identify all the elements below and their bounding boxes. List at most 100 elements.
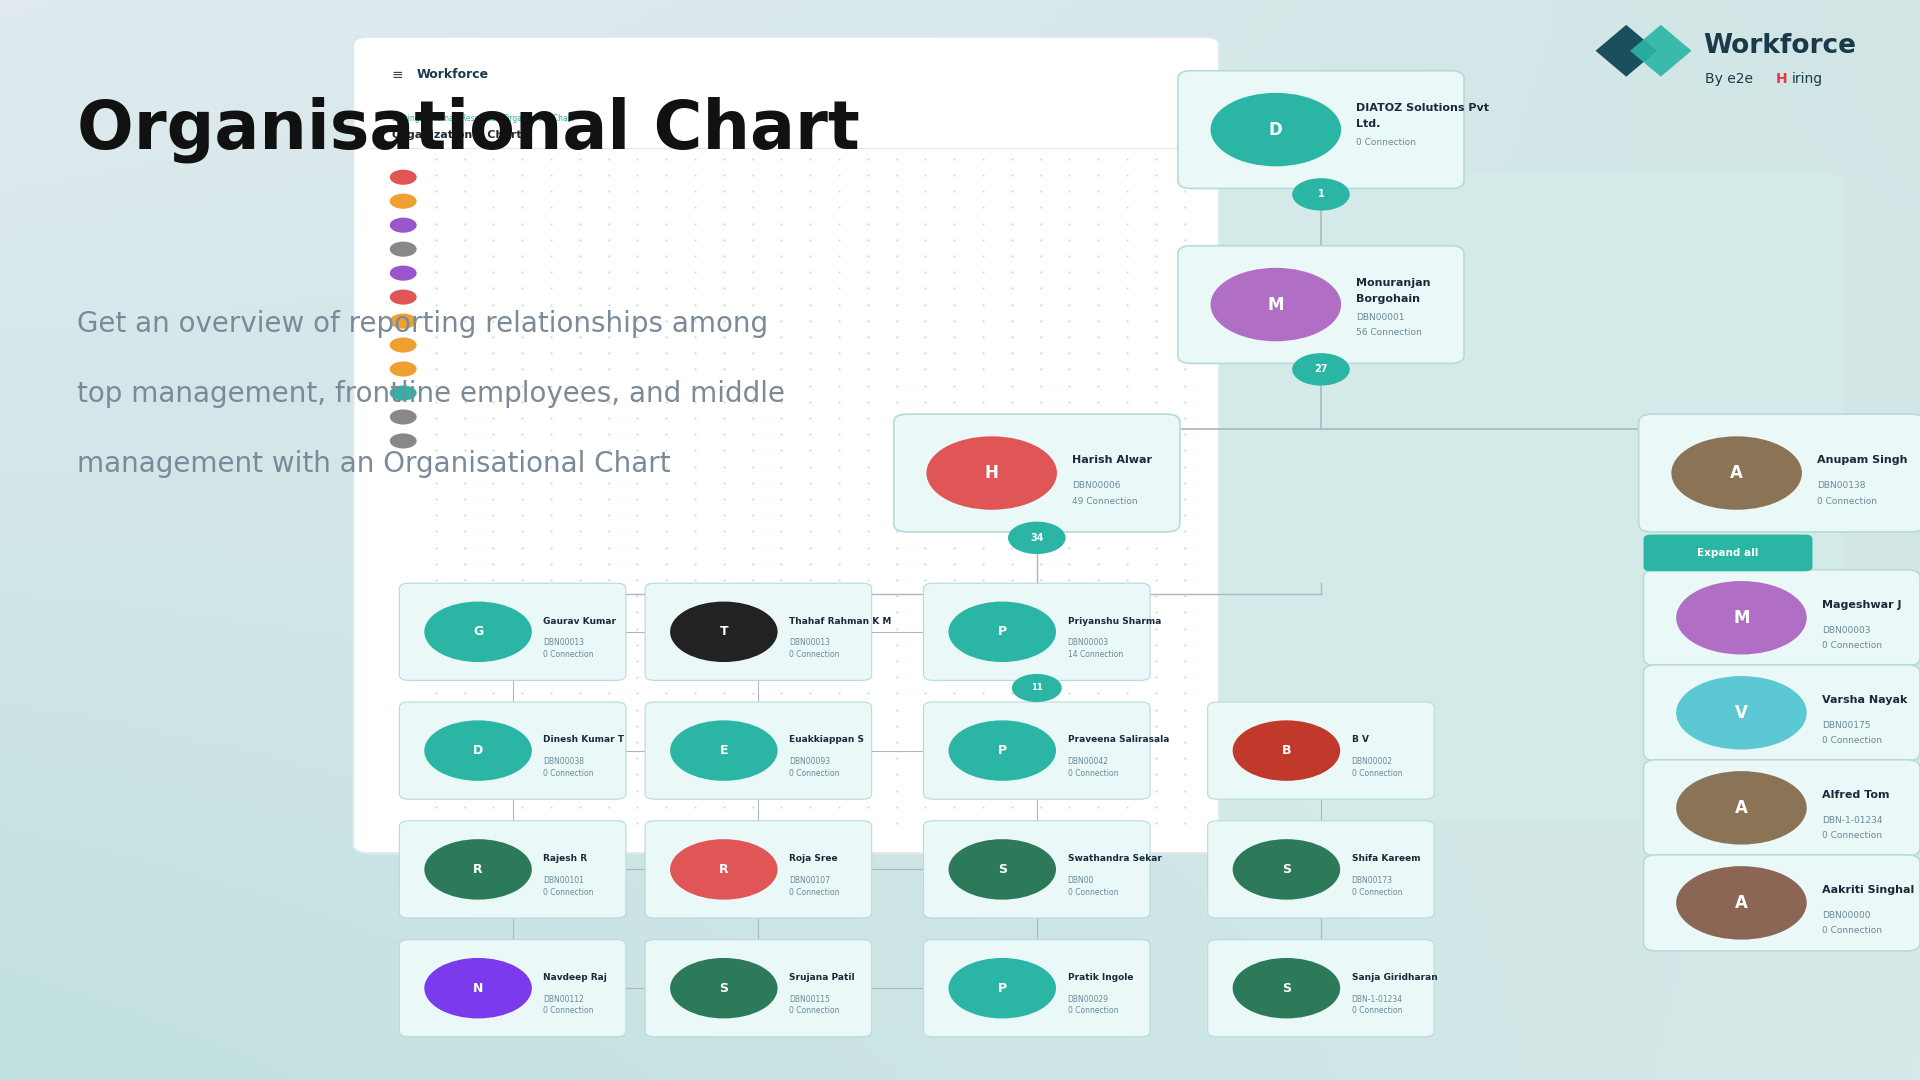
Text: Anupam Singh: Anupam Singh: [1818, 455, 1908, 465]
Text: T: T: [720, 625, 728, 638]
Text: 0 Connection: 0 Connection: [1356, 138, 1417, 147]
Text: 27: 27: [1313, 364, 1329, 375]
Text: 0 Connection: 0 Connection: [543, 650, 593, 659]
Text: Pratik Ingole: Pratik Ingole: [1068, 973, 1133, 982]
Text: DBN00093: DBN00093: [789, 757, 829, 766]
Text: G: G: [472, 625, 484, 638]
FancyBboxPatch shape: [924, 821, 1150, 918]
Text: Aakriti Singhal: Aakriti Singhal: [1822, 885, 1914, 895]
Text: B: B: [1283, 744, 1290, 757]
Text: Organisational Chart: Organisational Chart: [77, 96, 860, 163]
Circle shape: [1670, 436, 1801, 510]
FancyBboxPatch shape: [645, 940, 872, 1037]
FancyBboxPatch shape: [645, 702, 872, 799]
Circle shape: [670, 839, 778, 900]
Text: DBN-1-01234: DBN-1-01234: [1352, 995, 1404, 1003]
FancyBboxPatch shape: [1177, 71, 1463, 188]
Text: D: D: [1269, 121, 1283, 138]
Text: Ltd.: Ltd.: [1356, 119, 1380, 130]
Circle shape: [390, 218, 417, 233]
Text: 34: 34: [1029, 532, 1044, 543]
Text: DBN00115: DBN00115: [789, 995, 829, 1003]
FancyBboxPatch shape: [399, 583, 626, 680]
Text: Varsha Nayak: Varsha Nayak: [1822, 694, 1907, 705]
Text: Rajesh R: Rajesh R: [543, 854, 588, 863]
Circle shape: [390, 266, 417, 281]
Text: 11: 11: [1031, 684, 1043, 692]
Circle shape: [390, 193, 417, 208]
Circle shape: [390, 170, 417, 185]
FancyBboxPatch shape: [1644, 760, 1920, 855]
Circle shape: [390, 242, 417, 257]
Text: Navdeep Raj: Navdeep Raj: [543, 973, 607, 982]
Text: B V: B V: [1352, 735, 1369, 744]
Text: 0 Connection: 0 Connection: [1352, 1007, 1402, 1015]
Text: DBN00: DBN00: [1068, 876, 1094, 885]
Circle shape: [948, 839, 1056, 900]
FancyBboxPatch shape: [1644, 535, 1812, 571]
Polygon shape: [1596, 25, 1657, 77]
Text: E: E: [720, 744, 728, 757]
Text: Praveena Salirasala: Praveena Salirasala: [1068, 735, 1169, 744]
Text: 1: 1: [1317, 189, 1325, 200]
Text: management with an Organisational Chart: management with an Organisational Chart: [77, 450, 670, 478]
Text: DBN00112: DBN00112: [543, 995, 584, 1003]
FancyBboxPatch shape: [1644, 570, 1920, 665]
Text: S: S: [1283, 982, 1290, 995]
Circle shape: [670, 720, 778, 781]
Text: Monuranjan: Monuranjan: [1356, 278, 1430, 288]
Circle shape: [1012, 674, 1062, 702]
Text: S: S: [998, 863, 1006, 876]
Text: 0 Connection: 0 Connection: [1068, 888, 1117, 896]
Circle shape: [948, 602, 1056, 662]
Text: ≡: ≡: [392, 68, 403, 81]
Text: Shifa Kareem: Shifa Kareem: [1352, 854, 1421, 863]
Text: 0 Connection: 0 Connection: [789, 769, 839, 778]
Text: 0 Connection: 0 Connection: [1352, 888, 1402, 896]
FancyBboxPatch shape: [1208, 940, 1434, 1037]
Text: M: M: [1734, 609, 1749, 626]
Circle shape: [424, 602, 532, 662]
Text: top management, frontline employees, and middle: top management, frontline employees, and…: [77, 380, 785, 408]
Circle shape: [670, 602, 778, 662]
Text: M: M: [1267, 296, 1284, 313]
Text: Mageshwar J: Mageshwar J: [1822, 599, 1901, 610]
Text: 0 Connection: 0 Connection: [543, 769, 593, 778]
Text: DBN00042: DBN00042: [1068, 757, 1108, 766]
Text: N: N: [472, 982, 484, 995]
Text: DBN00003: DBN00003: [1822, 626, 1870, 635]
Text: 49 Connection: 49 Connection: [1073, 497, 1139, 505]
FancyBboxPatch shape: [941, 173, 1843, 821]
Circle shape: [1676, 676, 1807, 750]
Text: S: S: [1283, 863, 1290, 876]
Text: DBN00000: DBN00000: [1822, 912, 1870, 920]
Circle shape: [390, 386, 417, 401]
Circle shape: [948, 958, 1056, 1018]
FancyBboxPatch shape: [1208, 702, 1434, 799]
Text: iring: iring: [1791, 72, 1822, 85]
Circle shape: [390, 313, 417, 328]
Text: Harish Alwar: Harish Alwar: [1073, 455, 1152, 465]
Text: Workforce: Workforce: [417, 68, 490, 81]
Text: Gaurav Kumar: Gaurav Kumar: [543, 617, 616, 625]
Text: 0 Connection: 0 Connection: [1822, 832, 1882, 840]
Text: 0 Connection: 0 Connection: [543, 888, 593, 896]
FancyBboxPatch shape: [924, 702, 1150, 799]
FancyBboxPatch shape: [893, 414, 1179, 531]
Circle shape: [948, 720, 1056, 781]
Text: 0 Connection: 0 Connection: [789, 650, 839, 659]
FancyBboxPatch shape: [1208, 821, 1434, 918]
Polygon shape: [1630, 25, 1692, 77]
FancyBboxPatch shape: [399, 940, 626, 1037]
FancyBboxPatch shape: [1640, 414, 1920, 531]
Text: Euakkiappan S: Euakkiappan S: [789, 735, 864, 744]
Circle shape: [390, 289, 417, 305]
Text: DBN00001: DBN00001: [1356, 313, 1405, 322]
FancyBboxPatch shape: [645, 821, 872, 918]
Text: 0 Connection: 0 Connection: [1818, 497, 1878, 505]
Text: A: A: [1736, 894, 1747, 912]
Text: DIATOZ Solutions Pvt: DIATOZ Solutions Pvt: [1356, 103, 1490, 113]
Circle shape: [1233, 720, 1340, 781]
FancyBboxPatch shape: [399, 702, 626, 799]
Text: P: P: [998, 625, 1006, 638]
